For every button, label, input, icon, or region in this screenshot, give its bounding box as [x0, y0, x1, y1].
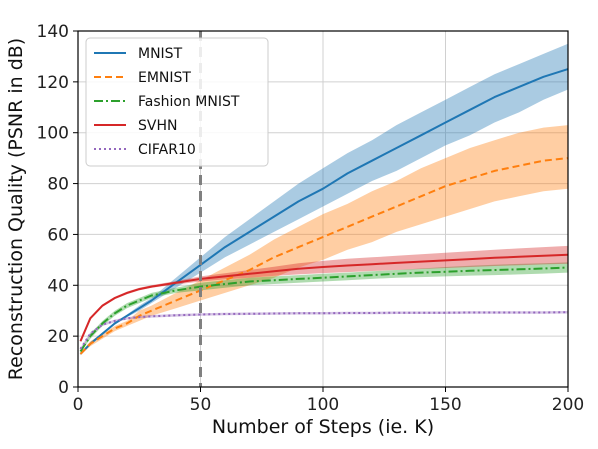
band-emnist [80, 125, 568, 356]
x-axis-label: Number of Steps (ie. K) [212, 416, 434, 438]
line-svhn [79, 253, 569, 342]
series-lines [79, 68, 569, 355]
axis-ticks: 0 50 100 150 200 0 20 40 60 80 100 120 140 [37, 22, 585, 415]
legend: MNIST EMNIST Fashion MNIST SVHN CIFAR10 [85, 37, 269, 167]
line-cifar10 [79, 311, 569, 350]
x-tick-label: 0 [73, 395, 84, 415]
line-fashion-mnist [79, 266, 569, 352]
legend-box [85, 37, 269, 167]
band-fashion-mnist [80, 262, 568, 353]
y-tick-label: 20 [47, 327, 69, 347]
legend-entry: EMNIST [138, 70, 191, 86]
x-tick-label: 150 [429, 395, 461, 415]
line-emnist [79, 157, 569, 355]
y-tick-label: 60 [47, 225, 69, 245]
x-tick-label: 50 [190, 395, 212, 415]
legend-entry: SVHN [138, 118, 177, 134]
x-tick-label: 100 [307, 395, 339, 415]
y-tick-label: 120 [37, 73, 69, 93]
legend-entry: Fashion MNIST [138, 94, 240, 110]
x-tick-label: 200 [552, 395, 584, 415]
y-tick-label: 40 [47, 276, 69, 296]
y-tick-label: 0 [58, 378, 69, 398]
legend-entry: CIFAR10 [138, 142, 196, 158]
legend-entry: MNIST [138, 46, 183, 62]
line-mnist [79, 68, 569, 355]
y-axis-label: Reconstruction Quality (PSNR in dB) [5, 38, 27, 380]
y-tick-label: 100 [37, 124, 69, 144]
y-tick-label: 80 [47, 175, 69, 195]
band-svhn [80, 245, 568, 343]
y-tick-label: 140 [37, 22, 69, 42]
